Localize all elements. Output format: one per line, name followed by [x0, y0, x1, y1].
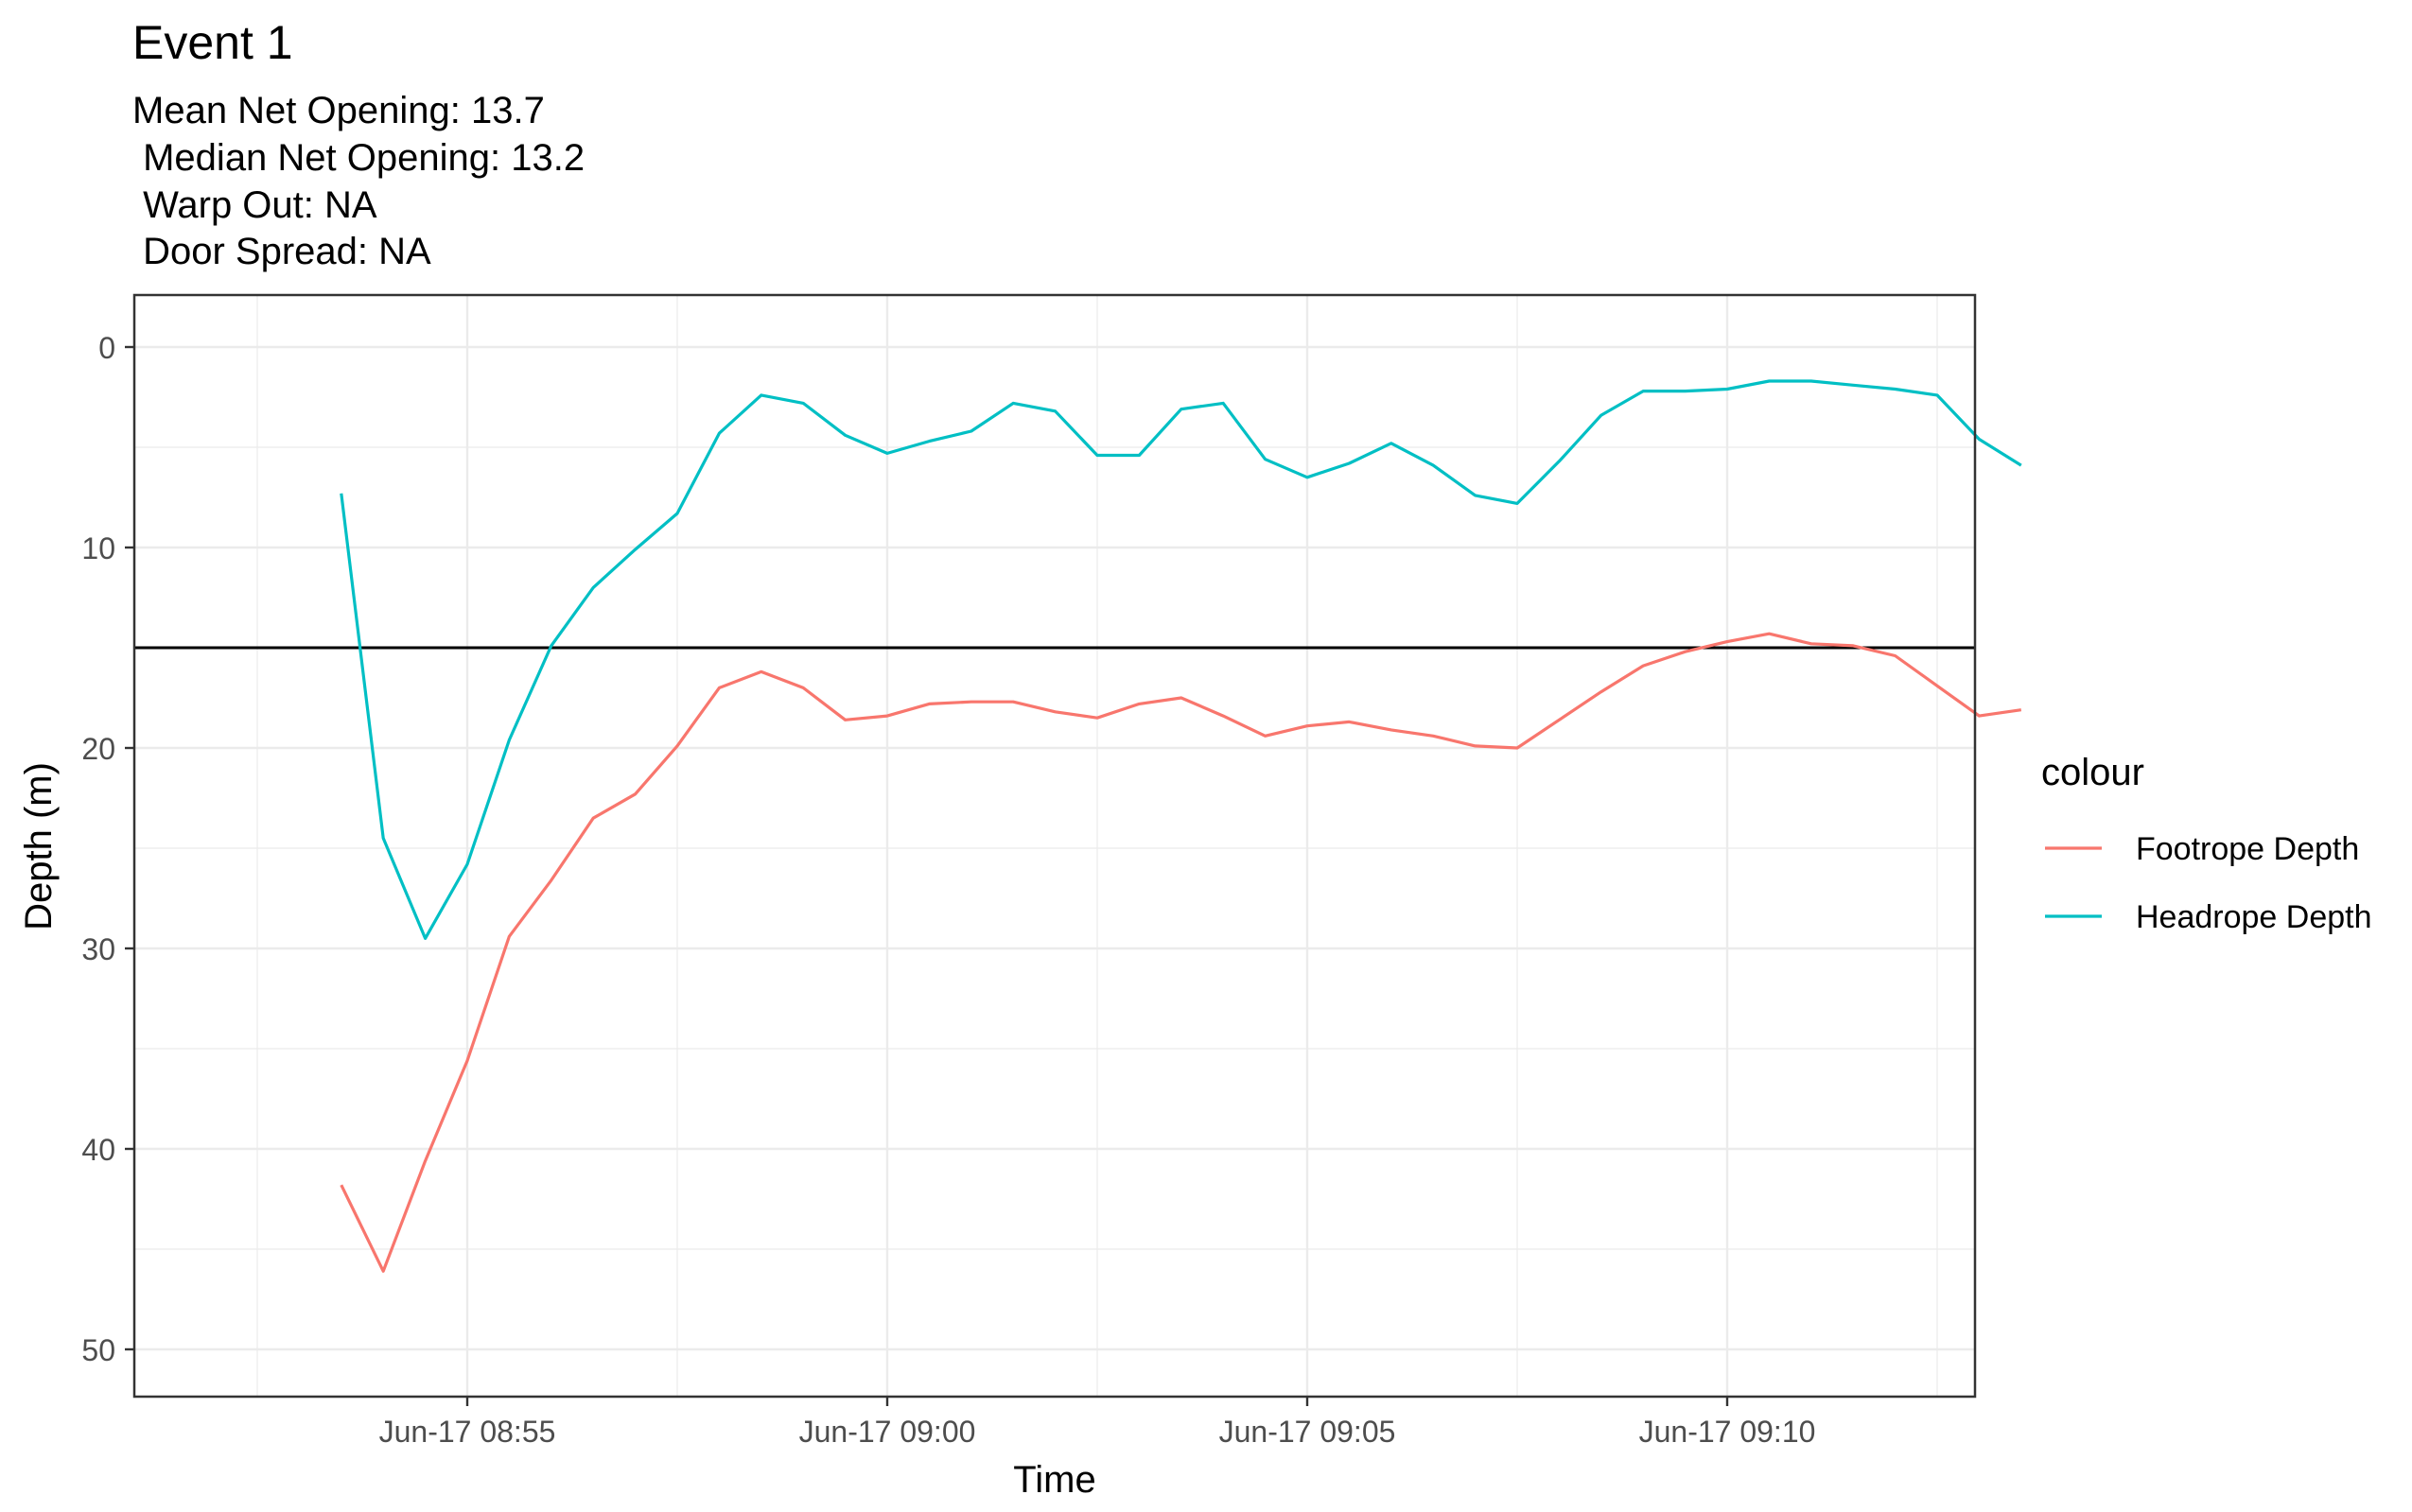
series-line [340, 632, 2022, 1273]
legend: colour Footrope Depth Headrope Depth [2041, 752, 2372, 935]
y-tick-label: 10 [81, 531, 115, 565]
x-axis-label: Time [1013, 1459, 1095, 1501]
plot-panel-border [132, 293, 1977, 1399]
y-tick-label: 20 [81, 732, 115, 766]
y-axis-label: Depth (m) [18, 762, 60, 930]
subtitle-line: Mean Net Opening: 13.7 [132, 90, 545, 131]
y-tick-label: 30 [81, 932, 115, 966]
subtitle-line: Warp Out: NA [132, 184, 377, 226]
legend-items: Footrope Depth Headrope Depth [2045, 831, 2372, 935]
x-axis: Jun-17 08:55 Jun-17 09:00 Jun-17 09:05 Jun-… [379, 1397, 1816, 1449]
gridlines [134, 295, 1975, 1397]
y-tick-label: 0 [98, 331, 115, 365]
chart-title: Event 1 [132, 16, 293, 69]
subtitle-line: Door Spread: NA [132, 231, 431, 272]
y-tick-label: 50 [81, 1333, 115, 1367]
x-tick-label: Jun-17 08:55 [379, 1415, 556, 1449]
series-line [340, 379, 2022, 941]
y-axis: 0 10 20 30 40 50 [81, 331, 134, 1367]
series-layer [340, 379, 2022, 1273]
y-tick-label: 40 [81, 1133, 115, 1167]
legend-label: Headrope Depth [2136, 899, 2372, 935]
legend-label: Footrope Depth [2136, 831, 2359, 867]
chart-subtitle: Mean Net Opening: 13.7 Median Net Openin… [132, 90, 585, 272]
legend-title: colour [2041, 752, 2144, 793]
x-tick-label: Jun-17 09:10 [1639, 1415, 1816, 1449]
subtitle-line: Median Net Opening: 13.2 [132, 137, 585, 179]
x-tick-label: Jun-17 09:00 [799, 1415, 976, 1449]
x-tick-label: Jun-17 09:05 [1219, 1415, 1396, 1449]
